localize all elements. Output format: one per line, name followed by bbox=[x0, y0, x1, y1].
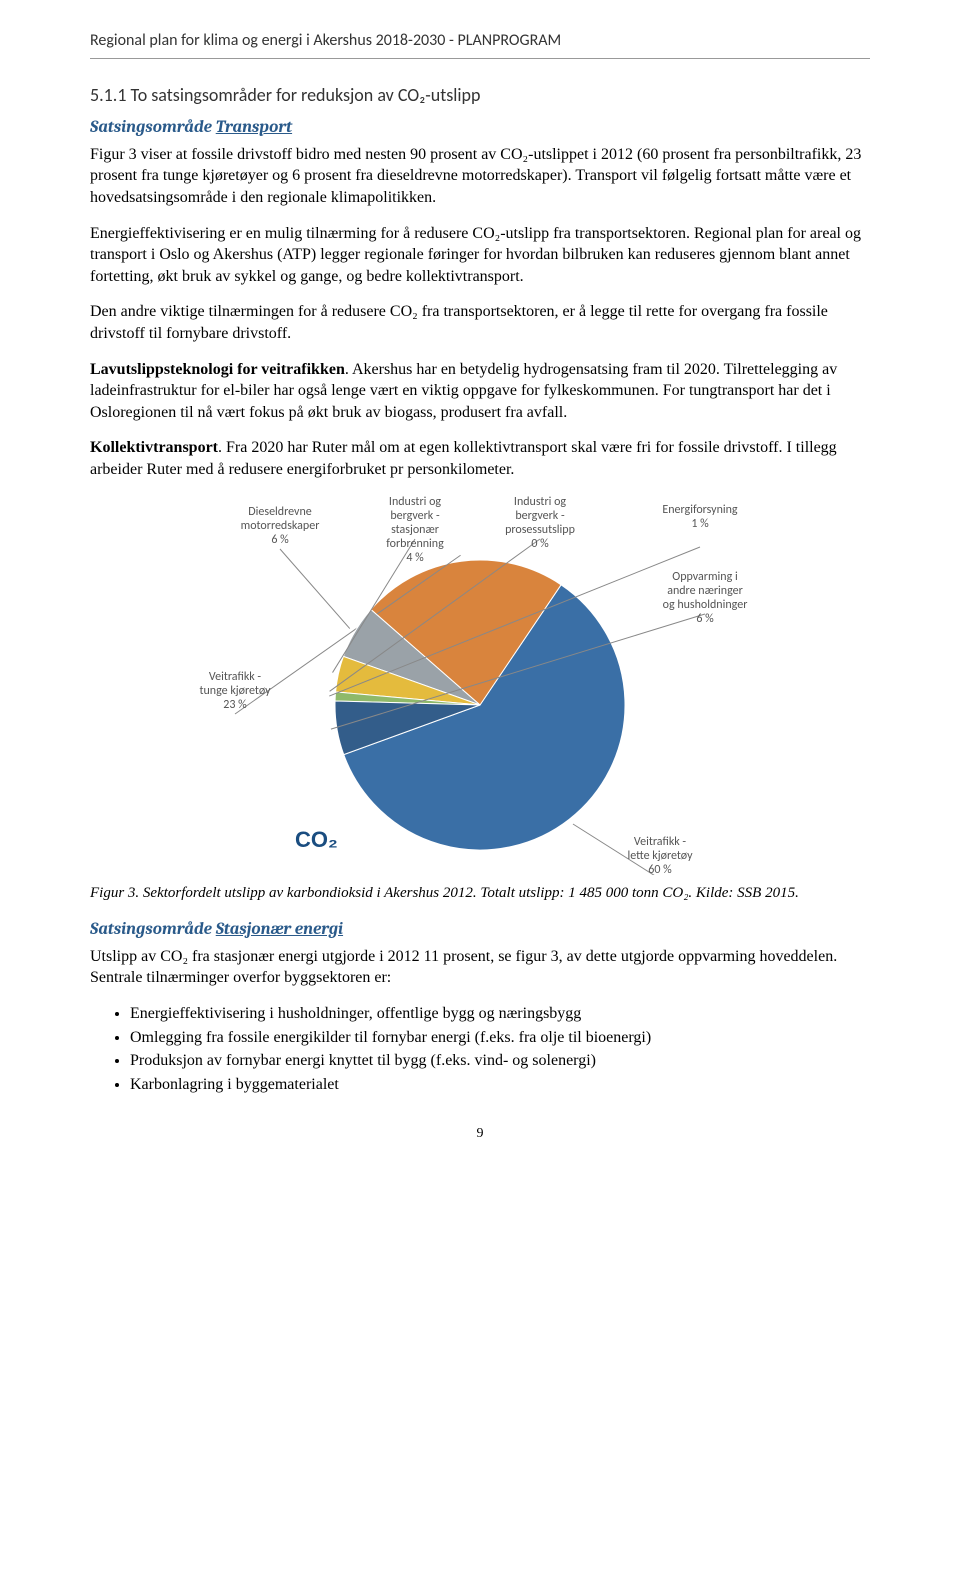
doc-header: Regional plan for klima og energi i Aker… bbox=[90, 30, 870, 52]
pie-chart-body: Veitrafikk -lette kjøretøy60 % Veitrafikk… bbox=[160, 495, 800, 875]
list-item: Produksjon av fornybar energi knyttet ti… bbox=[130, 1050, 870, 1072]
header-rule bbox=[90, 58, 870, 59]
stasjonaer-bullets: Energieffektivisering i husholdninger, o… bbox=[90, 1003, 870, 1095]
list-item: Omlegging fra fossile energikilder til f… bbox=[130, 1027, 870, 1049]
svg-text:Veitrafikk -tunge kjøretøy23 %: Veitrafikk -tunge kjøretøy23 % bbox=[199, 670, 271, 712]
subsection-prefix: Satsingsområde bbox=[90, 118, 216, 137]
svg-text:Oppvarming iandre næringerog h: Oppvarming iandre næringerog husholdning… bbox=[663, 570, 748, 626]
list-item: Karbonlagring i byggematerialet bbox=[130, 1074, 870, 1096]
figure-caption: Figur 3. Sektorfordelt utslipp av karbon… bbox=[90, 883, 870, 903]
transport-p2: Energieffektivisering er en mulig tilnær… bbox=[90, 223, 870, 288]
svg-text:Industri ogbergverk -prosessut: Industri ogbergverk -prosessutslipp0 % bbox=[505, 495, 575, 551]
subsection-stasjonaer: Satsingsområde Stasjonær energi bbox=[90, 919, 870, 942]
subsection-underlined: Transport bbox=[216, 118, 292, 137]
subsection-transport: Satsingsområde Transport bbox=[90, 117, 870, 140]
subsection-prefix-2: Satsingsområde bbox=[90, 920, 216, 939]
svg-text:Industri ogbergverk -stasjonær: Industri ogbergverk -stasjonærforbrennin… bbox=[386, 495, 444, 565]
list-item: Energieffektivisering i husholdninger, o… bbox=[130, 1003, 870, 1025]
svg-text:Veitrafikk -lette kjøretøy60 %: Veitrafikk -lette kjøretøy60 % bbox=[627, 835, 693, 875]
svg-text:Energiforsyning1 %: Energiforsyning1 % bbox=[662, 503, 738, 531]
transport-p5: Kollektivtransport. Fra 2020 har Ruter m… bbox=[90, 437, 870, 480]
page-number: 9 bbox=[90, 1125, 870, 1144]
pie-chart: Veitrafikk -lette kjøretøy60 % Veitrafikk… bbox=[160, 495, 800, 875]
section-heading: 5.1.1 To satsingsområder for reduksjon a… bbox=[90, 83, 870, 107]
transport-p4: Lavutslippsteknologi for veitrafikken. A… bbox=[90, 359, 870, 424]
pie-svg: Veitrafikk -lette kjøretøy60 % Veitrafikk… bbox=[160, 495, 800, 875]
svg-text:Dieseldrevnemotorredskaper6 %: Dieseldrevnemotorredskaper6 % bbox=[241, 505, 320, 547]
subsection-underlined-2: Stasjonær energi bbox=[216, 920, 343, 939]
co2-overlay: CO₂ bbox=[295, 825, 338, 855]
p5-bold: Kollektivtransport bbox=[90, 439, 218, 456]
stasjonaer-p1: Utslipp av CO₂ fra stasjonær energi utgj… bbox=[90, 946, 870, 989]
transport-p3: Den andre viktige tilnærmingen for å red… bbox=[90, 301, 870, 344]
transport-p1: Figur 3 viser at fossile drivstoff bidro… bbox=[90, 144, 870, 209]
p4-bold: Lavutslippsteknologi for veitrafikken bbox=[90, 361, 345, 378]
